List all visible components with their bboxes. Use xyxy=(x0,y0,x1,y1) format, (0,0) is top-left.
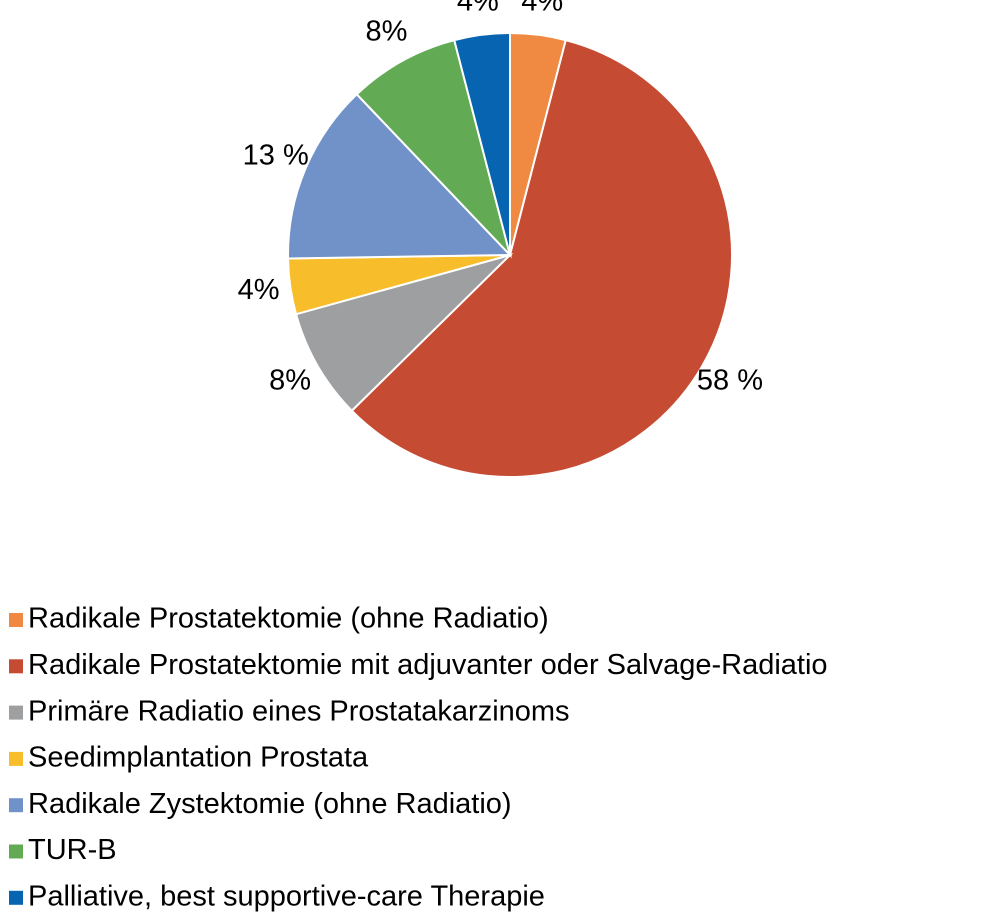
legend-swatch xyxy=(9,798,23,813)
legend-label: Seedimplantation Prostata xyxy=(28,742,369,774)
legend-swatch xyxy=(9,705,23,720)
data-label: 8% xyxy=(269,365,311,397)
legend-label: Primäre Radiatio eines Prostatakarzinoms xyxy=(28,695,570,727)
pie-slice xyxy=(355,38,512,259)
data-label: 58 % xyxy=(697,365,763,397)
legend-swatch xyxy=(9,844,23,859)
data-label: 8% xyxy=(366,16,408,48)
data-label: 4% xyxy=(521,0,563,18)
pie-slice xyxy=(287,92,513,260)
legend-label: Radikale Zystektomie (ohne Radiatio) xyxy=(28,788,512,820)
pie-slice xyxy=(294,253,514,413)
pie-slice xyxy=(350,38,733,478)
legend-swatch xyxy=(9,613,23,627)
legend-label: TUR-B xyxy=(28,834,117,866)
legend-label: Radikale Prostatektomie mit adjuvanter o… xyxy=(28,649,828,681)
data-label: 4% xyxy=(457,0,499,18)
legend-swatch xyxy=(9,890,23,905)
data-label: 13 % xyxy=(243,140,309,172)
legend-swatch xyxy=(9,659,23,674)
pie-slice xyxy=(453,31,511,256)
legend-label: Radikale Prostatektomie (ohne Radiatio) xyxy=(28,603,549,635)
data-label: 4% xyxy=(238,274,280,306)
legend-swatch xyxy=(9,751,23,766)
legend-label: Palliative, best supportive-care Therapi… xyxy=(28,880,545,912)
